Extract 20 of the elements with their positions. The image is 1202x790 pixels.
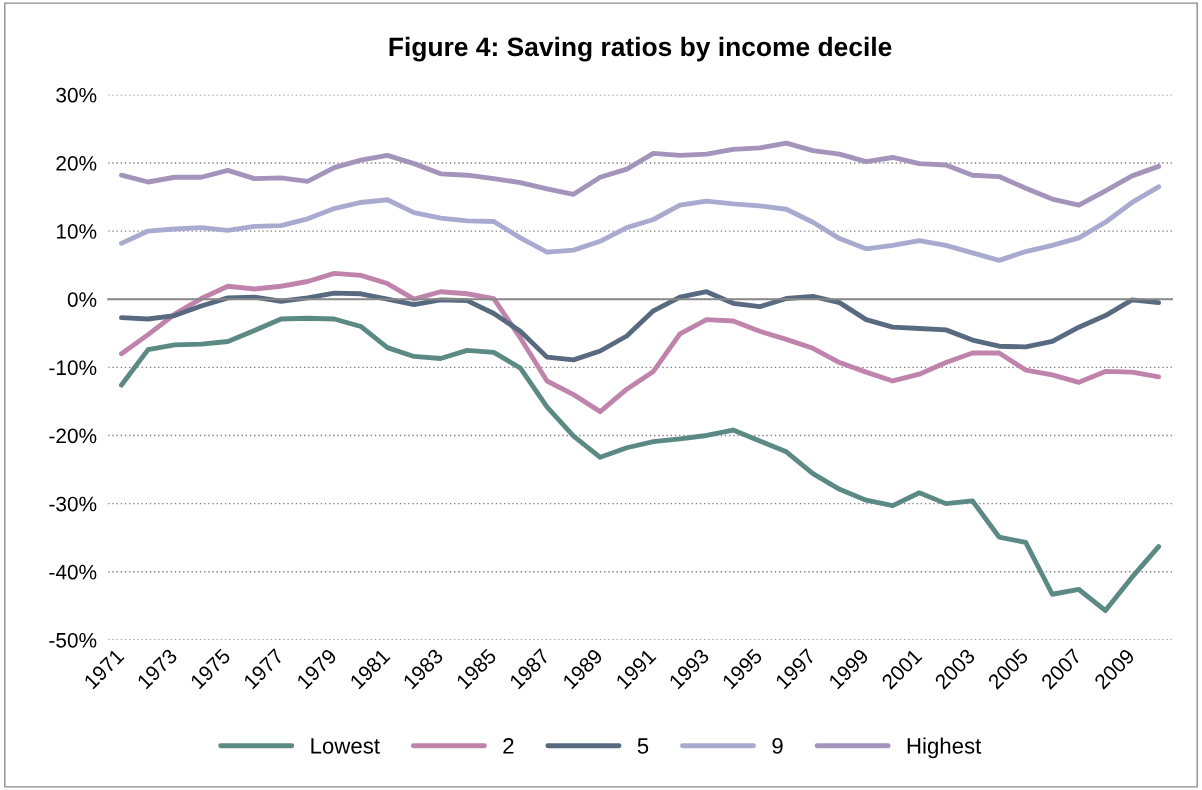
line-series <box>119 270 1162 415</box>
legend-label: 5 <box>637 738 649 754</box>
y-tick-label: -10% <box>49 360 97 376</box>
y-tick-label: 10% <box>56 224 97 239</box>
line-series <box>119 140 1162 208</box>
y-tick-label: 20% <box>56 155 97 171</box>
legend-label: Highest <box>907 737 982 759</box>
legend-label: Lowest <box>311 738 380 754</box>
y-tick-label: -40% <box>49 564 97 580</box>
line-series <box>119 184 1162 263</box>
y-tick-label: -20% <box>49 428 97 444</box>
y-tick-label: -30% <box>49 496 97 512</box>
y-tick-label: 0% <box>67 292 97 307</box>
line-series <box>119 315 1162 614</box>
y-tick-label: 30% <box>56 87 97 103</box>
line-series <box>119 289 1162 363</box>
chart-title: Figure 4: Saving ratios by income decile <box>389 36 892 62</box>
legend-label: 2 <box>503 738 514 754</box>
legend-label: 9 <box>772 738 783 754</box>
y-tick-label: -50% <box>49 632 97 648</box>
